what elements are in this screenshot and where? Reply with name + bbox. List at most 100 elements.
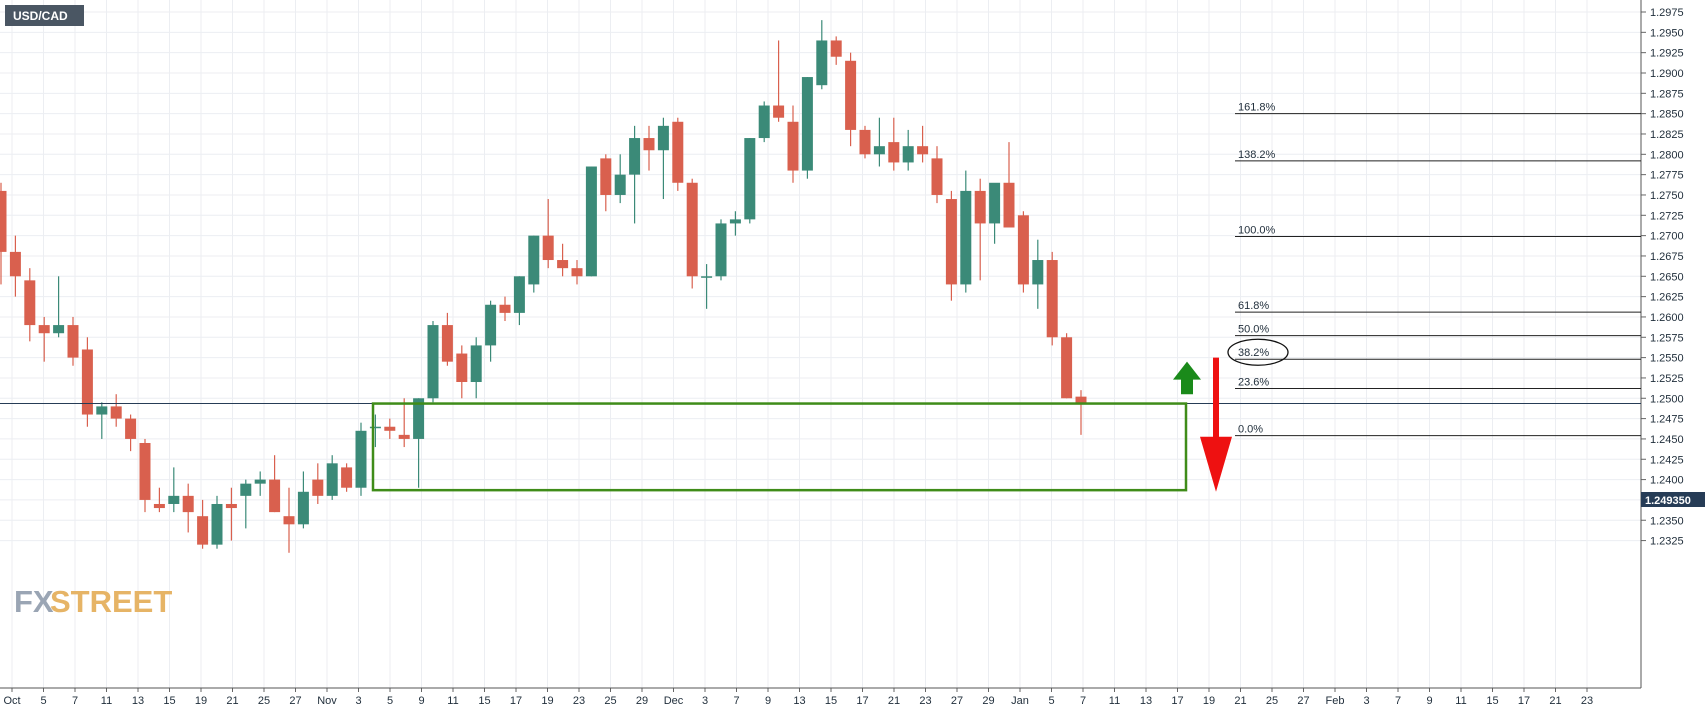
candle-bullish xyxy=(657,117,669,200)
candle-body xyxy=(197,516,209,545)
x-tick-label: 11 xyxy=(447,695,458,707)
fib-highlight-ellipse xyxy=(1227,338,1289,366)
candle-body xyxy=(758,105,770,139)
x-tick-label: 17 xyxy=(1171,695,1183,707)
x-tick-label: 7 xyxy=(1395,695,1401,707)
candle-body xyxy=(283,516,295,525)
candle-bullish xyxy=(528,235,540,293)
candle-body xyxy=(67,325,79,358)
candle-body xyxy=(139,442,151,500)
candle-body xyxy=(1017,215,1029,285)
candle-bullish xyxy=(701,264,713,309)
candle-bearish xyxy=(153,487,165,513)
candle-body xyxy=(801,77,813,171)
candle-body xyxy=(845,60,857,130)
candle-body xyxy=(945,199,957,285)
candle-body xyxy=(182,495,194,513)
candle-bearish xyxy=(24,268,36,342)
y-tick-label: 1.2475 xyxy=(1650,414,1684,426)
candle-body xyxy=(960,190,972,285)
x-tick-label: 21 xyxy=(226,695,238,707)
candle-bullish xyxy=(297,471,309,529)
x-tick-label: 17 xyxy=(1518,695,1530,707)
x-tick-label: 25 xyxy=(258,695,270,707)
candle-body xyxy=(672,121,684,183)
candle-body xyxy=(513,276,525,313)
x-tick-label: 27 xyxy=(951,695,963,707)
candle-bullish xyxy=(254,471,266,496)
x-tick-label: 13 xyxy=(132,695,144,707)
candle-bearish xyxy=(974,178,986,281)
x-tick-label: 7 xyxy=(1080,695,1086,707)
x-tick-label: 3 xyxy=(1363,695,1369,707)
candle-body xyxy=(931,158,943,195)
candle-bearish xyxy=(859,125,871,159)
x-tick-label: 3 xyxy=(702,695,708,707)
candle-bearish xyxy=(830,36,842,65)
x-tick-label: 5 xyxy=(1048,695,1054,707)
green-up-arrow xyxy=(1173,361,1201,395)
logo-street-text: STREET xyxy=(50,584,172,619)
x-tick-label: 9 xyxy=(1426,695,1432,707)
current-price-label: 1.249350 xyxy=(1645,495,1691,507)
x-tick-label: 3 xyxy=(355,695,361,707)
candle-body xyxy=(888,142,900,163)
y-tick-label: 1.2425 xyxy=(1650,454,1684,466)
y-tick-label: 1.2775 xyxy=(1650,170,1684,182)
x-tick-label: 15 xyxy=(1486,695,1498,707)
candle-bullish xyxy=(96,402,108,439)
candle-body xyxy=(600,158,612,195)
candle-bullish xyxy=(1032,239,1044,309)
candle-bullish xyxy=(758,101,770,143)
y-tick-label: 1.2925 xyxy=(1650,48,1684,60)
x-tick-label: Jan xyxy=(1011,695,1029,707)
candle-bearish xyxy=(398,398,410,448)
candle-body xyxy=(110,406,122,419)
y-tick-label: 1.2625 xyxy=(1650,292,1684,304)
x-tick-label: 25 xyxy=(604,695,616,707)
candle-body xyxy=(744,138,756,220)
candle-bearish xyxy=(571,260,583,285)
x-tick-label: 23 xyxy=(1581,695,1593,707)
candle-bullish xyxy=(873,117,885,167)
x-tick-label: 27 xyxy=(289,695,301,707)
candle-body xyxy=(355,430,367,488)
y-tick-label: 1.2525 xyxy=(1650,373,1684,385)
candle-bearish xyxy=(269,455,281,513)
candle-bullish xyxy=(801,77,813,179)
candle-bullish xyxy=(470,337,482,399)
candle-bearish xyxy=(312,463,324,504)
candle-bearish xyxy=(110,394,122,427)
x-tick-label: 13 xyxy=(793,695,805,707)
candle-body xyxy=(441,325,453,362)
x-tick-label: 11 xyxy=(101,695,112,707)
candle-body xyxy=(326,463,338,496)
candle-body xyxy=(225,503,237,509)
support-zone-box xyxy=(371,402,1188,492)
candle-body xyxy=(686,182,698,277)
candle-body xyxy=(701,276,713,278)
candle-bullish xyxy=(240,479,252,529)
candle-body xyxy=(211,503,223,545)
x-axis-tick-labels: Oct 5 7 11 13 15 19 21 25 27 Nov 3 5 9 11 15 17 19 23 25 29 D… xyxy=(3,695,1593,707)
candle-body xyxy=(499,304,511,313)
y-tick-label: 1.2650 xyxy=(1650,271,1684,283)
candle-bullish xyxy=(413,398,425,488)
candle-bullish xyxy=(369,414,381,448)
x-tick-label: 19 xyxy=(541,695,553,707)
fib-level-label: 38.2% xyxy=(1238,347,1269,359)
candle-bearish xyxy=(1046,251,1058,346)
x-tick-label: 27 xyxy=(1297,695,1309,707)
y-tick-label: 1.2325 xyxy=(1650,536,1684,548)
y-tick-label: 1.2725 xyxy=(1650,210,1684,222)
x-tick-label: 29 xyxy=(636,695,648,707)
candle-body xyxy=(485,304,497,346)
candle-bullish xyxy=(960,170,972,293)
candle-bullish xyxy=(53,276,65,338)
candle-body xyxy=(643,138,655,151)
y-tick-label: 1.2825 xyxy=(1650,129,1684,141)
x-tick-label: 7 xyxy=(733,695,739,707)
candle-bearish xyxy=(38,316,50,362)
candle-body xyxy=(153,503,165,509)
